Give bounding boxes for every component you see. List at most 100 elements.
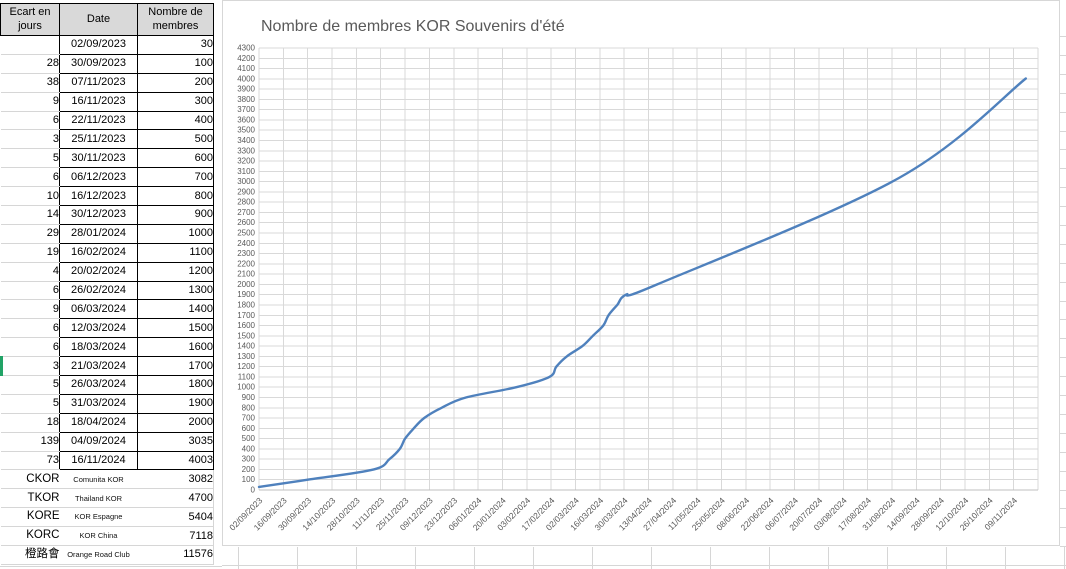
community-row: CKOR Comunita KOR 3082 — [0, 469, 214, 490]
cell-date[interactable]: 16/02/2024 — [59, 242, 138, 263]
cell-membres[interactable]: 1500 — [137, 318, 214, 339]
cell-date[interactable]: 07/11/2023 — [59, 72, 138, 93]
cell-ecart[interactable]: 14 — [0, 205, 60, 225]
cell-ecart[interactable]: 28 — [0, 54, 60, 74]
cell-ecart[interactable]: 19 — [0, 243, 60, 263]
cell-date[interactable]: 16/11/2024 — [59, 450, 138, 471]
cell-membres[interactable]: 3035 — [137, 431, 214, 452]
cell-ecart[interactable]: 6 — [0, 167, 60, 188]
cell-ecart[interactable]: 10 — [0, 186, 60, 207]
cell-ecart[interactable]: 139 — [0, 432, 60, 452]
cell-date[interactable]: 12/03/2024 — [59, 318, 138, 339]
svg-text:1500: 1500 — [237, 331, 255, 340]
cell-name[interactable]: Thailand KOR — [59, 488, 138, 509]
svg-text:800: 800 — [242, 403, 256, 412]
cell-date[interactable]: 30/12/2023 — [59, 205, 138, 225]
cell-membres[interactable]: 11576 — [137, 545, 214, 565]
cell-ecart[interactable]: 9 — [0, 92, 60, 112]
cell-membres[interactable]: 1800 — [137, 375, 214, 395]
cell-ecart[interactable]: 73 — [0, 451, 60, 471]
header-nombre-de-membres[interactable]: Nombre de membres — [137, 3, 214, 36]
cell-ecart[interactable]: 4 — [0, 262, 60, 282]
cell-membres[interactable]: 1200 — [137, 261, 214, 282]
cell-date[interactable]: 20/02/2024 — [59, 261, 138, 282]
cell-date[interactable]: 16/12/2023 — [59, 186, 138, 207]
svg-text:3900: 3900 — [237, 85, 255, 94]
cell-membres[interactable]: 900 — [137, 205, 214, 225]
cell-membres[interactable]: 30 — [137, 35, 214, 55]
chart-object[interactable]: Nombre de membres KOR Souvenirs d'été 0 1… — [222, 0, 1060, 546]
cell-name[interactable]: KOR China — [59, 526, 138, 547]
cell-membres[interactable]: 400 — [137, 110, 214, 131]
cell-membres[interactable]: 800 — [137, 186, 214, 207]
cell-date[interactable]: 18/04/2024 — [59, 412, 138, 433]
cell-membres[interactable]: 4700 — [137, 488, 214, 509]
cell-date[interactable]: 02/09/2023 — [59, 35, 138, 55]
cell-date[interactable]: 18/03/2024 — [59, 337, 138, 358]
cell-date[interactable]: 30/11/2023 — [59, 148, 138, 169]
cell-ecart[interactable]: 9 — [0, 299, 60, 320]
svg-text:2900: 2900 — [237, 187, 255, 196]
cell-date[interactable]: 30/09/2023 — [59, 53, 138, 74]
cell-membres[interactable]: 7118 — [137, 526, 214, 547]
cell-membres[interactable]: 600 — [137, 148, 214, 169]
cell-membres[interactable]: 1000 — [137, 223, 214, 244]
cell-date[interactable]: 26/02/2024 — [59, 280, 138, 301]
cell-code[interactable]: 橙路會 — [0, 545, 60, 565]
cell-ecart[interactable]: 6 — [0, 337, 60, 358]
cell-ecart[interactable]: 18 — [0, 413, 60, 433]
header-ecart-en-jours[interactable]: Ecart en jours — [0, 3, 60, 36]
cell-date[interactable]: 26/03/2024 — [59, 375, 138, 395]
cell-ecart[interactable]: 5 — [0, 375, 60, 395]
cell-ecart[interactable]: 6 — [0, 111, 60, 131]
cell-ecart[interactable]: 29 — [0, 224, 60, 244]
cell-ecart[interactable]: 3 — [0, 356, 60, 377]
cell-name[interactable]: KOR Espagne — [59, 507, 138, 528]
cell-membres[interactable]: 100 — [137, 53, 214, 74]
cell-membres[interactable]: 3082 — [137, 469, 214, 490]
cell-date[interactable]: 31/03/2024 — [59, 393, 138, 414]
cell-membres[interactable]: 1700 — [137, 356, 214, 377]
cell-date[interactable]: 25/11/2023 — [59, 129, 138, 150]
svg-text:1800: 1800 — [237, 301, 255, 310]
cell-date[interactable]: 22/11/2023 — [59, 110, 138, 131]
header-date[interactable]: Date — [59, 3, 138, 36]
cell-membres[interactable]: 700 — [137, 167, 214, 188]
cell-membres[interactable]: 4003 — [137, 450, 214, 471]
cell-ecart[interactable]: 6 — [0, 281, 60, 301]
cell-membres[interactable]: 300 — [137, 91, 214, 112]
cell-date[interactable]: 06/12/2023 — [59, 167, 138, 188]
svg-text:1200: 1200 — [237, 362, 255, 371]
cell-code[interactable]: KORE — [0, 507, 60, 528]
cell-membres[interactable]: 1400 — [137, 299, 214, 320]
cell-membres[interactable]: 200 — [137, 72, 214, 93]
cell-date[interactable]: 16/11/2023 — [59, 91, 138, 112]
cell-membres[interactable]: 500 — [137, 129, 214, 150]
cell-date[interactable]: 28/01/2024 — [59, 223, 138, 244]
svg-text:2400: 2400 — [237, 239, 255, 248]
cell-code[interactable]: TKOR — [0, 488, 60, 509]
cell-ecart[interactable]: 5 — [0, 148, 60, 169]
cell-membres[interactable]: 1600 — [137, 337, 214, 358]
cell-membres[interactable]: 1300 — [137, 280, 214, 301]
cell-membres[interactable]: 2000 — [137, 412, 214, 433]
svg-text:3000: 3000 — [237, 177, 255, 186]
cell-date[interactable]: 21/03/2024 — [59, 356, 138, 377]
chart-title[interactable]: Nombre de membres KOR Souvenirs d'été — [261, 18, 565, 35]
cell-code[interactable]: KORC — [0, 526, 60, 547]
cell-name[interactable]: Comunita KOR — [59, 469, 138, 490]
cell-membres[interactable]: 1900 — [137, 393, 214, 414]
cell-membres[interactable]: 1100 — [137, 242, 214, 263]
series-line[interactable] — [257, 77, 1027, 489]
cell-name[interactable]: Orange Road Club — [59, 545, 138, 565]
cell-date[interactable]: 04/09/2024 — [59, 431, 138, 452]
cell-ecart[interactable] — [0, 35, 60, 55]
cell-ecart[interactable]: 38 — [0, 73, 60, 93]
cell-code[interactable]: CKOR — [0, 469, 60, 490]
cell-ecart[interactable]: 3 — [0, 129, 60, 150]
svg-text:300: 300 — [242, 455, 256, 464]
cell-date[interactable]: 06/03/2024 — [59, 299, 138, 320]
cell-membres[interactable]: 5404 — [137, 507, 214, 528]
cell-ecart[interactable]: 5 — [0, 394, 60, 414]
cell-ecart[interactable]: 6 — [0, 318, 60, 339]
